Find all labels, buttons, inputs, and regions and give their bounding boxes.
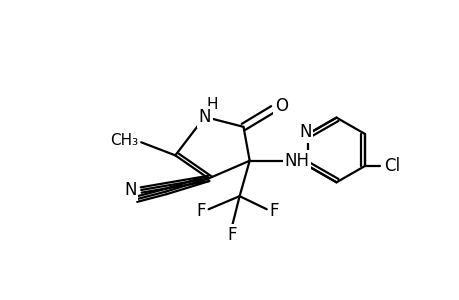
Text: CH₃: CH₃ — [110, 133, 138, 148]
Text: F: F — [196, 202, 205, 220]
Text: N: N — [124, 181, 136, 199]
Text: H: H — [206, 97, 218, 112]
Text: F: F — [269, 202, 279, 220]
Text: N: N — [198, 108, 211, 126]
Text: Cl: Cl — [384, 157, 400, 175]
Text: O: O — [274, 97, 287, 115]
Text: N: N — [298, 123, 311, 141]
Text: F: F — [227, 226, 236, 244]
Text: NH: NH — [284, 152, 309, 170]
